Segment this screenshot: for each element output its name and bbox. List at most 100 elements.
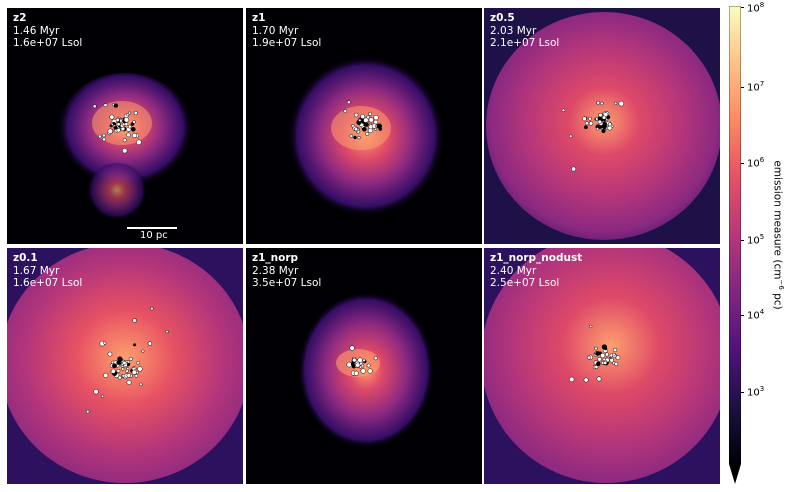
panel-luminosity: 2.1e+07 Lsol bbox=[490, 37, 560, 49]
star-marker bbox=[103, 103, 108, 108]
star-marker bbox=[353, 370, 359, 376]
star-marker bbox=[368, 117, 374, 123]
colorbar-title: emission measure (cm−6 pc) bbox=[771, 160, 785, 310]
star-marker bbox=[561, 108, 566, 113]
star-marker bbox=[613, 101, 618, 106]
star-marker bbox=[93, 389, 99, 395]
star-marker bbox=[150, 306, 154, 311]
star-marker bbox=[596, 361, 601, 367]
scale-bar bbox=[127, 227, 177, 229]
star-marker bbox=[141, 349, 145, 353]
star-marker bbox=[607, 125, 613, 131]
star-marker bbox=[130, 126, 136, 132]
star-marker bbox=[350, 362, 354, 366]
scale-bar-label: 10 pc bbox=[140, 230, 168, 241]
star-marker bbox=[112, 363, 117, 369]
star-marker bbox=[128, 111, 132, 115]
star-marker bbox=[119, 119, 123, 123]
star-marker bbox=[137, 366, 143, 372]
star-marker bbox=[588, 121, 594, 126]
star-marker bbox=[373, 356, 378, 361]
star-marker bbox=[615, 355, 621, 361]
image-panel-z1: z1 1.70 Myr 1.9e+07 Lsol bbox=[246, 8, 482, 244]
star-marker bbox=[352, 357, 357, 363]
star-marker bbox=[364, 122, 369, 127]
star-marker bbox=[116, 128, 121, 133]
star-marker bbox=[133, 110, 138, 116]
star-marker bbox=[601, 115, 607, 120]
star-marker bbox=[361, 126, 367, 132]
star-markers bbox=[343, 100, 383, 140]
star-marker bbox=[85, 409, 90, 414]
colorbar-tick bbox=[741, 87, 744, 88]
star-marker bbox=[353, 112, 359, 118]
panel-time: 1.70 Myr bbox=[252, 24, 299, 37]
star-marker bbox=[583, 377, 589, 383]
colorbar-tick bbox=[741, 7, 744, 8]
star-marker bbox=[569, 376, 575, 383]
colorbar-tick bbox=[741, 392, 744, 393]
star-marker bbox=[122, 360, 127, 365]
star-marker bbox=[132, 120, 136, 124]
star-marker bbox=[133, 343, 137, 347]
star-marker bbox=[603, 346, 608, 351]
panel-label: z0.5 2.03 Myr 2.1e+07 Lsol bbox=[490, 12, 559, 50]
star-marker bbox=[139, 382, 143, 387]
star-marker bbox=[614, 361, 619, 367]
panel-label: z0.1 1.67 Myr 1.6e+07 Lsol bbox=[13, 252, 82, 290]
panel-time: 2.40 Myr bbox=[490, 264, 537, 277]
star-marker bbox=[588, 116, 592, 121]
star-marker bbox=[102, 133, 106, 138]
panel-luminosity: 2.5e+07 Lsol bbox=[490, 277, 560, 289]
star-marker bbox=[373, 114, 379, 121]
star-marker bbox=[597, 119, 602, 125]
star-marker bbox=[596, 376, 602, 382]
star-marker bbox=[594, 346, 598, 351]
star-marker bbox=[357, 357, 363, 363]
star-marker bbox=[100, 394, 105, 398]
emission-map bbox=[298, 292, 434, 448]
star-marker bbox=[121, 367, 125, 371]
panel-label: z1_norp_nodust 2.40 Myr 2.5e+07 Lsol bbox=[490, 252, 582, 290]
star-marker bbox=[113, 103, 119, 108]
panel-name: z0.5 bbox=[490, 12, 515, 24]
colorbar-tick-label: 107 bbox=[747, 80, 765, 94]
star-marker bbox=[115, 117, 120, 122]
star-marker bbox=[355, 362, 361, 368]
star-marker bbox=[116, 122, 121, 127]
colorbar-tick-label: 105 bbox=[747, 233, 765, 247]
star-marker bbox=[596, 100, 601, 105]
star-marker bbox=[128, 356, 133, 361]
star-marker bbox=[103, 341, 107, 345]
star-marker bbox=[126, 379, 132, 385]
star-marker bbox=[347, 100, 351, 105]
panel-name: z1_norp_nodust bbox=[490, 252, 583, 264]
star-marker bbox=[116, 368, 121, 373]
star-marker bbox=[583, 125, 588, 130]
panel-luminosity: 3.5e+07 Lsol bbox=[252, 277, 322, 289]
emission-map bbox=[288, 56, 444, 216]
colorbar-tick-label: 103 bbox=[747, 385, 765, 399]
star-marker bbox=[587, 355, 591, 360]
star-marker bbox=[353, 135, 357, 140]
star-marker bbox=[582, 116, 587, 122]
star-marker bbox=[349, 345, 355, 351]
star-marker bbox=[600, 101, 604, 106]
star-marker bbox=[126, 373, 131, 378]
star-marker bbox=[612, 352, 616, 357]
star-marker bbox=[126, 113, 130, 117]
star-markers bbox=[561, 100, 625, 172]
star-marker bbox=[165, 329, 169, 334]
star-marker bbox=[125, 369, 129, 373]
star-marker bbox=[594, 365, 599, 369]
star-marker bbox=[123, 117, 130, 123]
image-panel-z0-1: z0.1 1.67 Myr 1.6e+07 Lsol bbox=[7, 248, 243, 484]
image-panel-z1-norp: z1_norp 2.38 Myr 3.5e+07 Lsol bbox=[246, 248, 482, 484]
star-marker bbox=[349, 134, 354, 138]
star-marker bbox=[367, 368, 373, 374]
star-marker bbox=[363, 117, 369, 123]
star-marker bbox=[368, 111, 373, 116]
star-marker bbox=[365, 131, 370, 136]
star-marker bbox=[598, 112, 603, 118]
colorbar-tick bbox=[741, 240, 744, 241]
